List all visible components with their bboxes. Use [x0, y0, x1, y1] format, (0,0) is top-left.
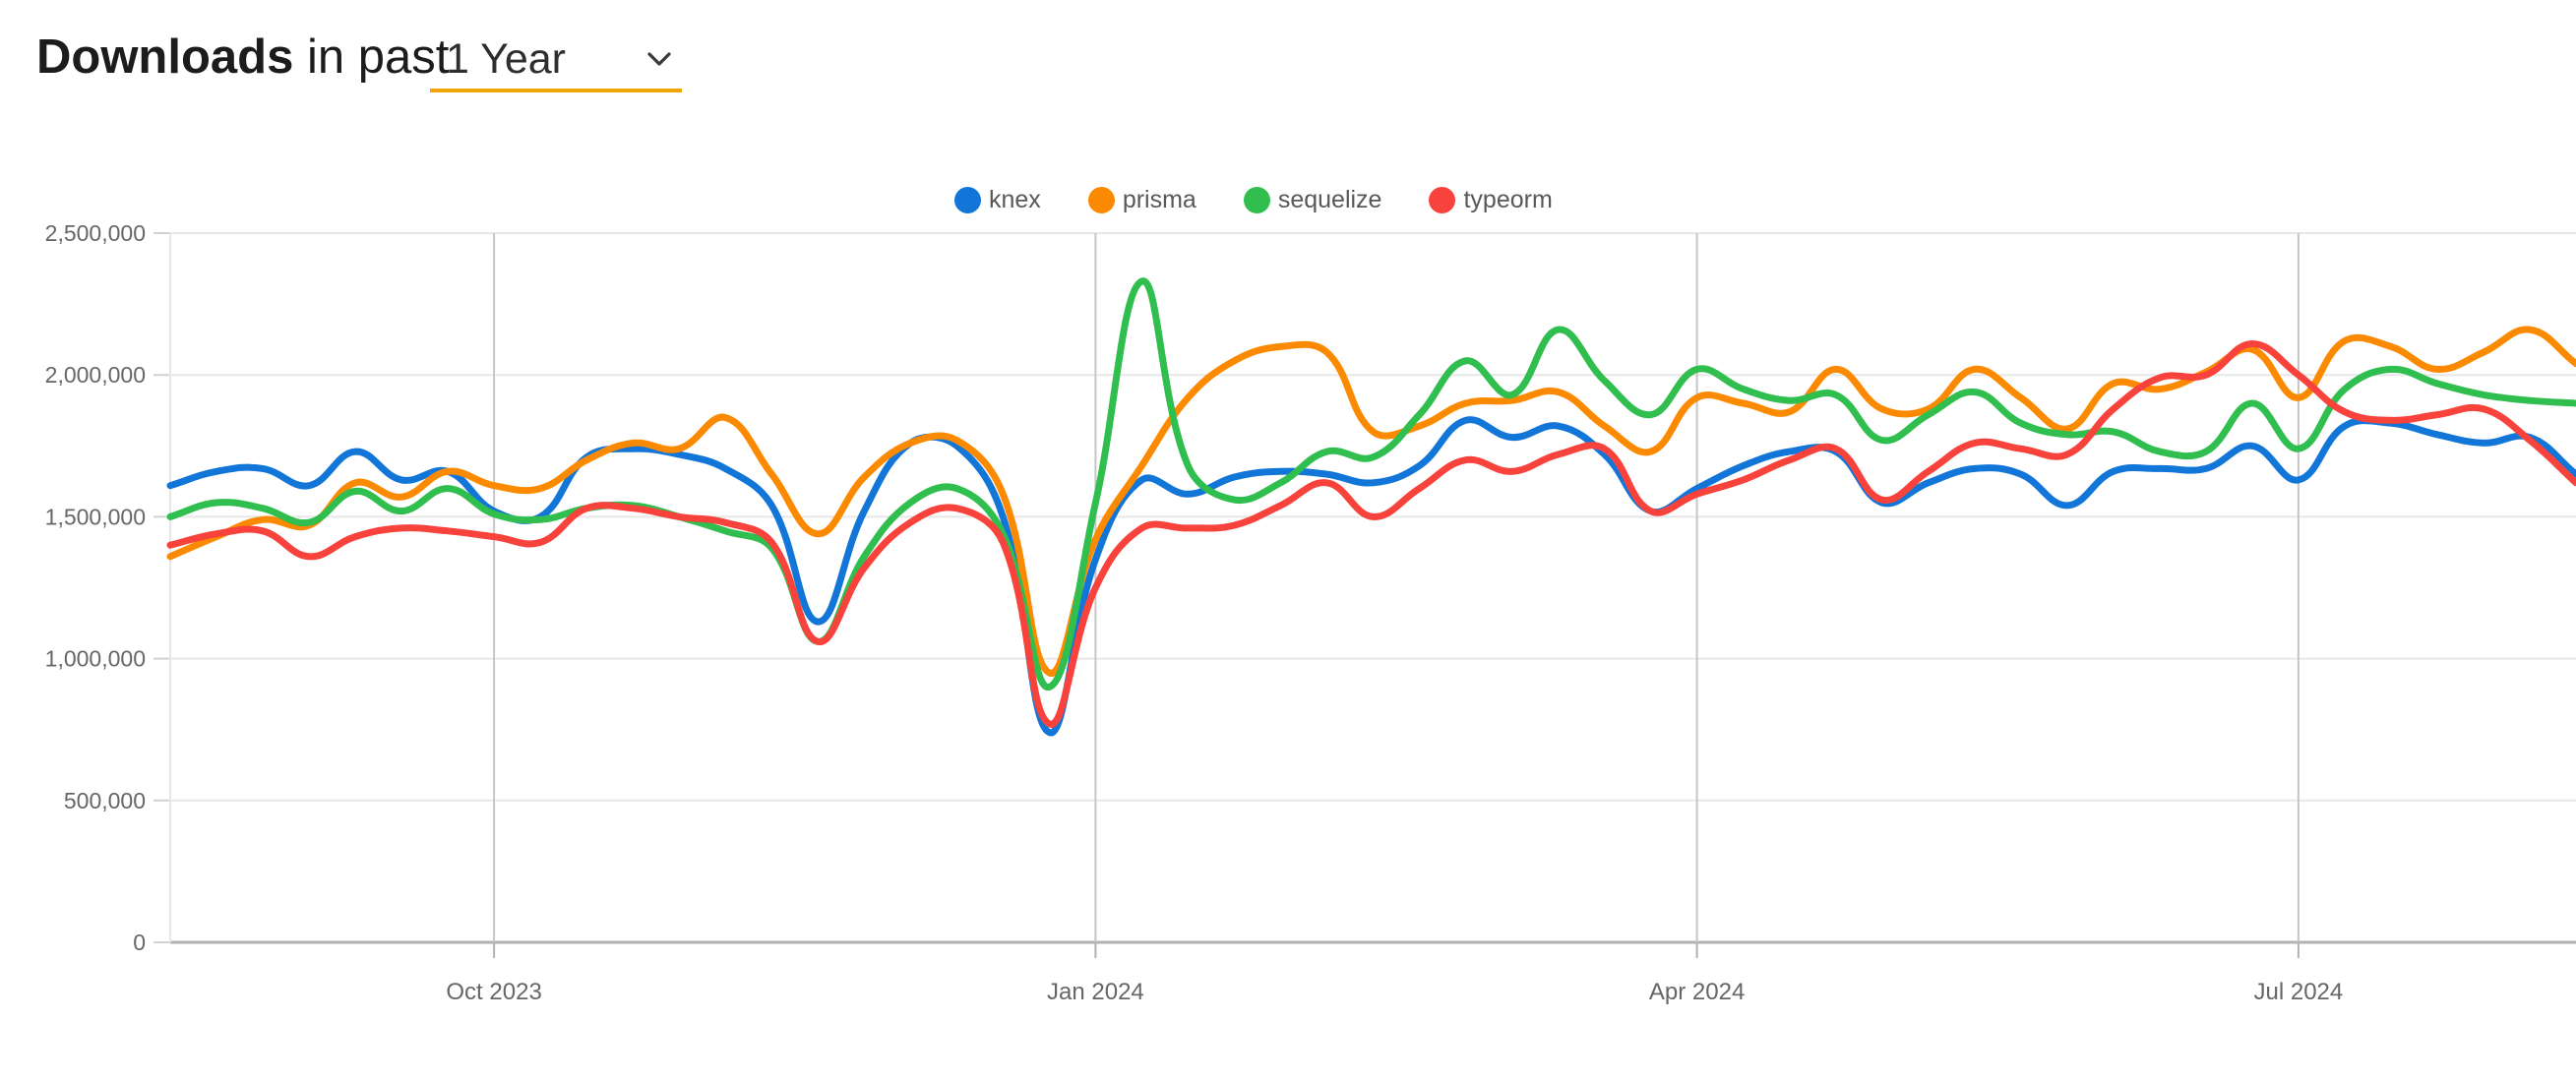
- y-tick-label: 0: [133, 930, 146, 955]
- legend-label: sequelize: [1277, 185, 1382, 213]
- y-tick-label: 500,000: [64, 788, 146, 813]
- series-line-prisma: [166, 326, 2576, 677]
- x-tick-label: Jan 2024: [1047, 979, 1144, 1005]
- sequelize-dot-icon: [1243, 186, 1270, 213]
- prisma-dot-icon: [1087, 186, 1115, 213]
- x-tick-label: Oct 2023: [446, 979, 541, 1005]
- legend-label: typeorm: [1463, 185, 1553, 213]
- title-in-past: in past: [293, 30, 450, 84]
- title-downloads: Downloads: [36, 30, 294, 84]
- legend-item-sequelize[interactable]: sequelize: [1243, 185, 1382, 213]
- chart-legend: knex prisma sequelize typeorm: [954, 183, 1553, 216]
- axis-label-layer: 0 500,000 1,000,000 1,500,000 2,000,000 2,500…: [45, 220, 2344, 1005]
- legend-item-typeorm[interactable]: typeorm: [1429, 185, 1553, 213]
- legend-label: knex: [989, 185, 1041, 213]
- legend-item-prisma[interactable]: prisma: [1087, 185, 1196, 213]
- legend-item-knex[interactable]: knex: [954, 185, 1041, 213]
- time-range-select[interactable]: 1 Year: [430, 30, 682, 92]
- legend-label: prisma: [1122, 185, 1196, 213]
- y-tick-label: 2,500,000: [45, 220, 146, 246]
- chevron-down-icon: [646, 51, 672, 68]
- time-range-value: 1 Year: [446, 34, 566, 83]
- knex-dot-icon: [954, 186, 981, 213]
- x-tick-label: Apr 2024: [1649, 979, 1745, 1005]
- typeorm-dot-icon: [1429, 186, 1456, 213]
- grid-layer: [153, 232, 2576, 958]
- y-tick-label: 1,500,000: [45, 504, 146, 529]
- series-line-typeorm: [166, 340, 2576, 728]
- page-title: Downloads in past: [36, 26, 449, 89]
- y-tick-label: 2,000,000: [45, 362, 146, 388]
- series-line-knex: [166, 416, 2576, 737]
- y-tick-label: 1,000,000: [45, 646, 146, 672]
- series-layer: [166, 277, 2576, 737]
- x-tick-label: Jul 2024: [2254, 979, 2344, 1005]
